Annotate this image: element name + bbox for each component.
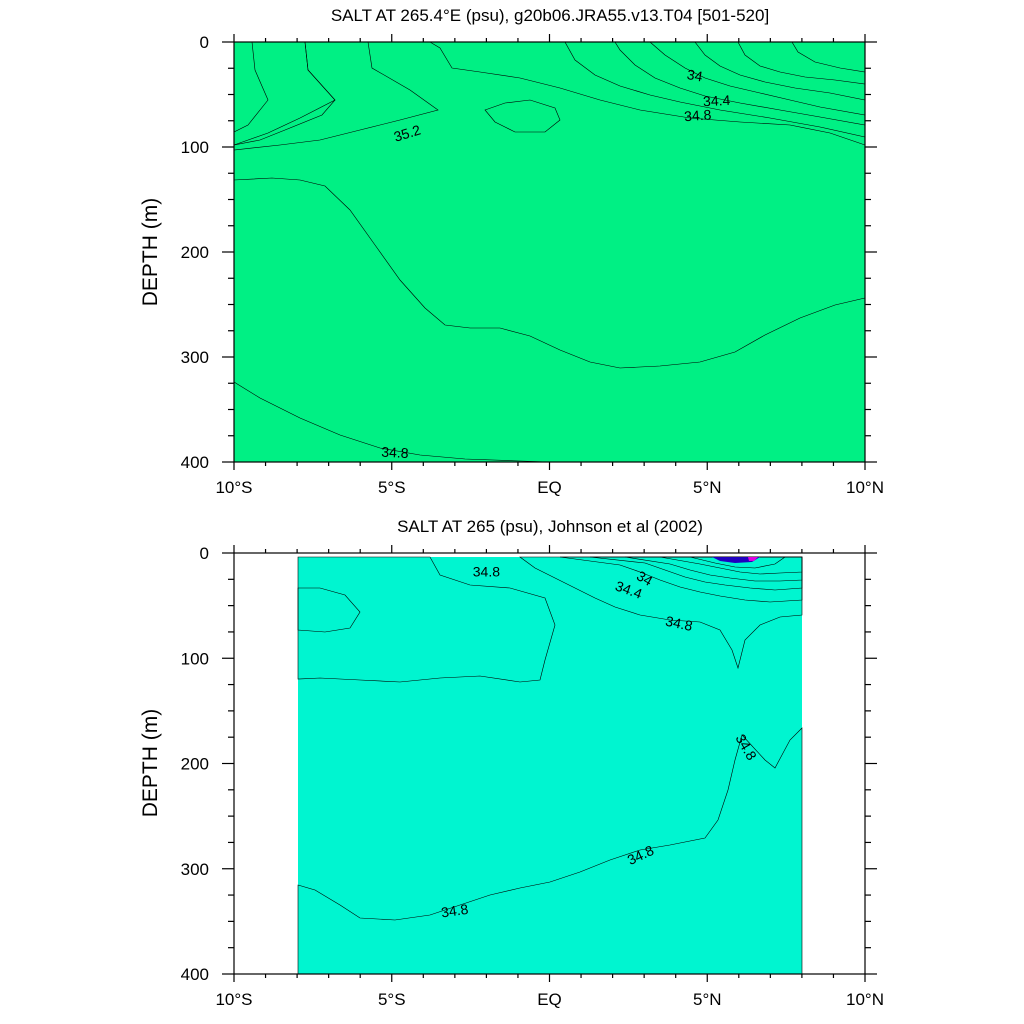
y-axis: 0 100 200 300 400 — [181, 544, 877, 984]
y-tick-label: 300 — [181, 860, 209, 879]
x-tick-label: 5°S — [378, 990, 406, 1009]
region-35.2-35.4 — [233, 41, 439, 151]
contour-label: 34.4 — [703, 92, 731, 109]
y-tick-label: 0 — [200, 33, 209, 52]
x-tick-label: EQ — [537, 990, 562, 1009]
region-33.4-33.6 — [712, 557, 760, 563]
panel-title: SALT AT 265 (psu), Johnson et al (2002) — [397, 517, 703, 536]
y-axis-label: DEPTH (m) — [139, 198, 162, 307]
region-35.0-35.2 — [297, 556, 556, 683]
y-tick-label: 0 — [200, 544, 209, 563]
x-axis: 10°S 5°S EQ 5°N 10°N — [215, 545, 884, 1009]
x-axis: 10°S 5°S EQ 5°N 10°N — [215, 34, 884, 497]
contour-label: 34.8 — [440, 901, 469, 921]
region-33.8-34.0 — [659, 556, 803, 575]
region-35.2-35.4-core — [484, 99, 561, 133]
x-tick-label: 10°N — [846, 478, 884, 497]
y-axis-label: DEPTH (m) — [139, 709, 162, 818]
region-34.4-34.6 — [559, 556, 803, 603]
contour-label: 35.2 — [392, 121, 423, 144]
x-tick-label: 5°N — [693, 990, 722, 1009]
region-34.8-35.0 — [298, 557, 802, 974]
y-axis: 0 100 200 300 400 — [181, 33, 877, 472]
y-tick-label: 100 — [181, 138, 209, 157]
contour-label: 34 — [634, 567, 656, 589]
contour-label: 34.8 — [664, 613, 694, 634]
region-35.0-35.2 — [234, 42, 865, 462]
contour-label: 34.8 — [684, 106, 713, 124]
region-34.6-34.8-deep — [297, 727, 803, 975]
y-tick-label: 400 — [181, 965, 209, 984]
x-tick-label: EQ — [537, 478, 562, 497]
x-tick-label: 5°N — [693, 478, 722, 497]
region-34.8-35.0-upper — [234, 41, 866, 146]
y-tick-label: 200 — [181, 755, 209, 774]
contour-label: 34.8 — [473, 564, 500, 580]
region-35.6-35.8 — [233, 41, 336, 146]
panel-bottom: SALT AT 265 (psu), Johnson et al (2002) … — [139, 517, 884, 1009]
region-34.8-35.0-deep — [233, 177, 866, 463]
y-tick-label: 300 — [181, 348, 209, 367]
contour-label: 34.8 — [381, 444, 409, 461]
x-tick-label: 5°S — [378, 478, 406, 497]
y-tick-label: 200 — [181, 243, 209, 262]
region-min — [748, 557, 758, 561]
panel-top: SALT AT 265.4°E (psu), g20b06.JRA55.v13.… — [139, 6, 884, 497]
panel-title: SALT AT 265.4°E (psu), g20b06.JRA55.v13.… — [331, 6, 769, 25]
x-tick-label: 10°N — [846, 990, 884, 1009]
x-tick-label: 10°S — [215, 990, 252, 1009]
region-35.2-35.4 — [297, 587, 361, 633]
contour-label: 34 — [686, 66, 704, 84]
x-tick-label: 10°S — [215, 478, 252, 497]
region-34.6-34.8-upper — [519, 556, 803, 670]
y-tick-label: 400 — [181, 453, 209, 472]
region-33.6-33.8 — [689, 556, 786, 569]
y-tick-label: 100 — [181, 649, 209, 668]
